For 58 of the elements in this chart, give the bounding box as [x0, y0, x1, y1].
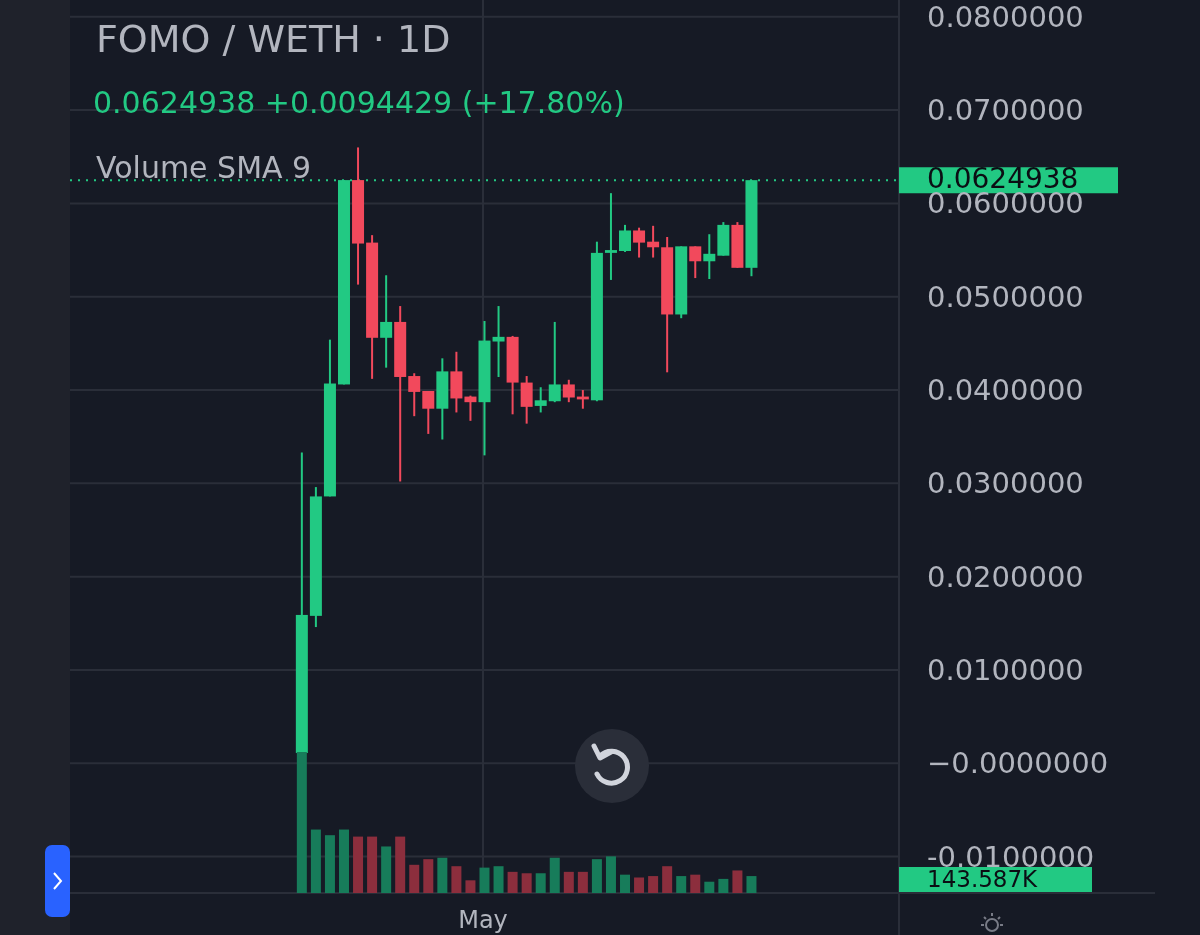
- bar: [493, 866, 504, 893]
- bar: [338, 829, 349, 893]
- candlestick: [703, 233, 716, 280]
- bar: [437, 857, 448, 893]
- bar: [620, 874, 631, 893]
- candlestick: [534, 386, 547, 414]
- bar: [521, 873, 532, 893]
- bar: [465, 880, 476, 893]
- bar: [591, 859, 602, 893]
- bar: [535, 873, 546, 893]
- candlestick: [647, 224, 660, 259]
- bar: [507, 871, 518, 893]
- bar: [563, 871, 574, 893]
- candlestick: [604, 192, 617, 281]
- bar: [577, 871, 588, 893]
- y-tick-label: 0.0800000: [927, 0, 1084, 34]
- bar: [423, 859, 434, 893]
- bar: [451, 866, 462, 893]
- bar: [718, 878, 729, 893]
- y-tick-label: −0.0000000: [927, 746, 1109, 781]
- bar: [648, 876, 659, 893]
- bar: [634, 877, 645, 893]
- candlestick: [548, 320, 561, 404]
- text: FOMO / WETH · 1D: [96, 17, 451, 61]
- candlestick: [492, 305, 505, 378]
- bar: [605, 856, 616, 893]
- y-tick-label: 0.0700000: [927, 93, 1084, 128]
- candlestick: [464, 394, 477, 422]
- candlestick: [619, 223, 632, 253]
- bar: [353, 836, 364, 893]
- y-tick-label: 0.0500000: [927, 279, 1084, 314]
- candlestick: [689, 245, 702, 280]
- bar: [732, 870, 743, 893]
- bar: [324, 835, 335, 893]
- bar: [549, 857, 560, 893]
- candlestick: [562, 378, 575, 404]
- y-tick-label: 0.0200000: [927, 559, 1084, 594]
- candlestick: [380, 274, 393, 369]
- bar: [310, 829, 321, 893]
- bar: [662, 866, 673, 893]
- bar: [395, 836, 406, 893]
- bar: [367, 836, 378, 893]
- y-tick-label: 0.0400000: [927, 373, 1084, 408]
- y-tick-label: 0.0100000: [927, 652, 1084, 687]
- bar: [381, 846, 392, 893]
- text: 0.0624938 +0.0094429 (+17.80%): [93, 85, 625, 120]
- bar: [479, 867, 490, 893]
- annotation: Volume SMA 9: [96, 150, 312, 185]
- bar: [746, 876, 757, 893]
- candlestick: [408, 372, 421, 418]
- text: May: [458, 906, 508, 934]
- candlestick: [633, 226, 646, 259]
- bar: [676, 876, 687, 893]
- bar: [704, 881, 715, 893]
- y-tick-label: 0.0300000: [927, 466, 1084, 501]
- bar: [409, 864, 420, 893]
- candlestick: [422, 389, 435, 435]
- bar: [690, 874, 701, 893]
